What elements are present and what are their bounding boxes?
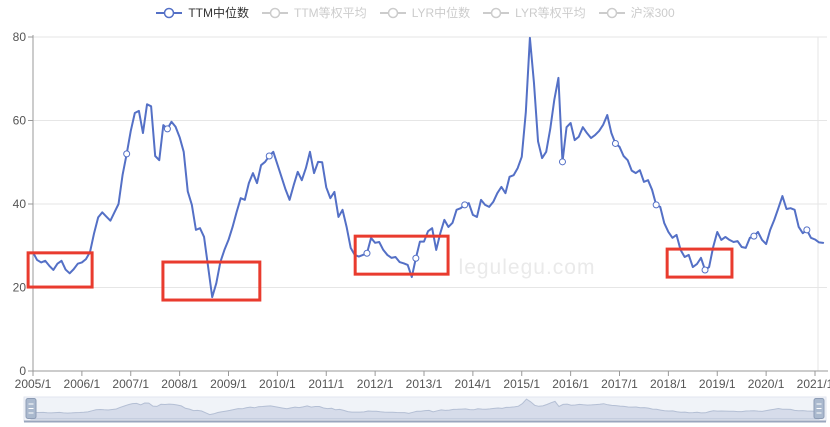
datazoom-slider[interactable] [23,396,827,423]
highlight-box [353,234,450,276]
x-axis-label: 2013/1 [406,377,443,391]
legend: TTM中位数 TTM等权平均 LYR中位数 LYR等权平均 沪深300 [0,6,830,20]
y-axis-label: 80 [13,30,27,44]
data-point-marker [652,201,660,209]
x-axis-label: 2018/1 [650,377,687,391]
highlight-box [161,260,262,302]
data-point-marker [558,158,566,166]
x-axis-label: 2016/1 [552,377,589,391]
data-point-marker [750,232,758,240]
x-axis-label: 2015/1 [503,377,540,391]
x-axis-label: 2005/1 [15,377,52,391]
data-point-marker [163,125,171,133]
x-axis-label: 2017/1 [601,377,638,391]
legend-item-label: TTM等权平均 [294,6,367,20]
y-axis-label: 40 [13,197,27,211]
data-point-marker [363,249,371,257]
y-axis-label: 0 [19,364,26,378]
x-axis-label: 2008/1 [161,377,198,391]
legend-item-ttm-equal-weight[interactable]: TTM等权平均 [261,6,367,20]
data-point-marker [461,201,469,209]
line-circle-icon [156,7,183,19]
data-point-marker [611,139,619,147]
x-axis-label: 2012/1 [357,377,394,391]
legend-item-lyr-equal-weight[interactable]: LYR等权平均 [482,6,586,20]
series-line-ttm-median [32,36,825,299]
data-point-marker [265,152,273,160]
datazoom-handle-left[interactable] [25,398,37,419]
legend-item-label: 沪深300 [630,6,675,20]
legend-item-ttm-median[interactable]: TTM中位数 [155,6,249,20]
y-axis-label: 20 [13,281,27,295]
line-circle-icon [598,7,625,19]
legend-item-label: LYR等权平均 [515,6,586,20]
x-axis-label: 2019/1 [699,377,736,391]
x-axis-label: 2010/1 [259,377,296,391]
x-axis-label: 2014/1 [455,377,492,391]
line-circle-icon [483,7,510,19]
watermark: legulegu.com [459,256,596,279]
legend-item-label: LYR中位数 [411,6,471,20]
line-circle-icon [379,7,406,19]
line-circle-icon [262,7,289,19]
legend-item-hs300[interactable]: 沪深300 [598,6,675,20]
data-point-marker [123,150,131,158]
x-axis-label: 2009/1 [210,377,247,391]
data-point-marker [701,266,709,274]
x-axis-label: 2020/1 [748,377,785,391]
datazoom-profile [30,398,820,420]
x-axis-label: 2006/1 [64,377,101,391]
x-axis-label: 2007/1 [112,377,149,391]
data-point-marker [803,226,811,234]
x-axis-label: 2011/1 [308,377,344,391]
highlight-box [26,251,94,289]
legend-item-label: TTM中位数 [188,6,250,20]
legend-item-lyr-median[interactable]: LYR中位数 [379,6,470,20]
datazoom-handle-right[interactable] [813,398,825,419]
highlight-box [665,247,734,279]
y-axis-label: 60 [13,114,27,128]
data-point-marker [412,254,420,262]
x-axis-label: 2021/1 [797,377,830,391]
